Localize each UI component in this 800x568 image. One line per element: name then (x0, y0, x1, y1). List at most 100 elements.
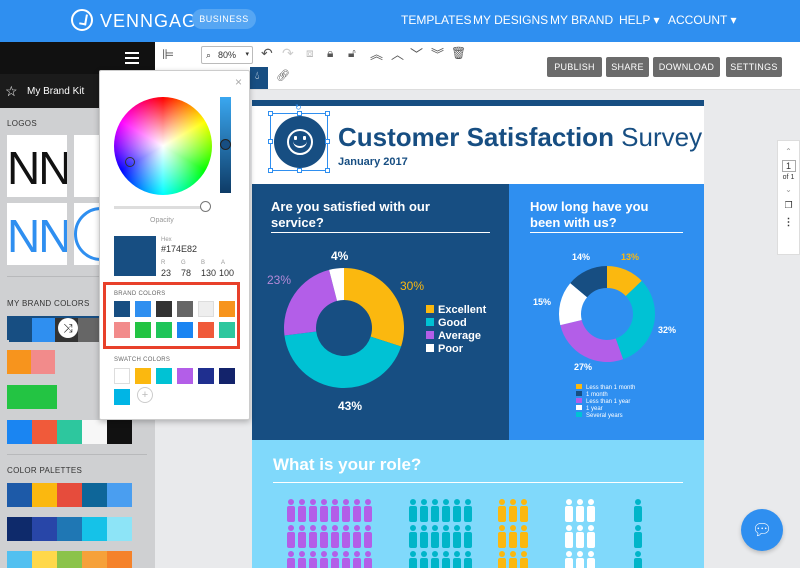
more-options-icon[interactable]: ⋮ (783, 217, 794, 228)
question-role[interactable]: What is your role? (273, 455, 422, 474)
swatch-color[interactable] (135, 368, 151, 384)
logo-tile-2[interactable] (74, 135, 100, 197)
add-swatch-button[interactable]: + (137, 387, 153, 403)
document-date[interactable]: January 2017 (338, 156, 408, 168)
palette-row[interactable] (7, 483, 132, 507)
brand-color-swatch[interactable] (114, 301, 130, 317)
resize-handle[interactable] (297, 168, 302, 173)
tenure-panel[interactable] (509, 184, 704, 440)
link-icon[interactable]: 🔗︎ (276, 70, 290, 82)
opacity-knob[interactable] (200, 201, 211, 212)
resize-handle[interactable] (268, 111, 273, 116)
resize-handle[interactable] (268, 168, 273, 173)
send-backward-icon[interactable]: ﹀ (410, 47, 424, 62)
settings-button[interactable]: SETTINGS (726, 57, 782, 77)
send-to-back-icon[interactable]: ︾ (431, 47, 445, 62)
trash-icon[interactable]: 🗑︎ (451, 46, 467, 60)
unlock-icon[interactable]: 🔓︎ (348, 46, 356, 60)
nav-help[interactable]: HELP ▾ (619, 13, 660, 27)
smiley-icon[interactable] (274, 116, 326, 168)
palette-row[interactable] (7, 551, 132, 568)
palette-row[interactable] (7, 517, 132, 541)
resize-handle[interactable] (297, 111, 302, 116)
nav-my-designs[interactable]: MY DESIGNS (473, 13, 549, 27)
donut-slice-1-year[interactable] (559, 283, 588, 326)
selection-box[interactable] (270, 113, 328, 171)
menu-icon[interactable] (125, 52, 139, 64)
lock-icon[interactable]: 🔒︎ (327, 46, 334, 60)
brand-color-swatch[interactable] (135, 301, 151, 317)
swatch-color[interactable] (219, 368, 235, 384)
b-input[interactable]: 130 (201, 268, 217, 278)
shuffle-icon[interactable]: ⤨ (58, 318, 78, 338)
brand-color-swatch[interactable] (177, 322, 193, 338)
redo-icon[interactable]: ↷ (282, 45, 294, 61)
document-title[interactable]: Customer Satisfaction Survey (338, 122, 703, 152)
donut-slice-1-month[interactable] (570, 266, 607, 298)
brand-color-row[interactable] (7, 420, 132, 444)
question-satisfied[interactable]: Are you satisfied with our service? (271, 199, 430, 230)
g-input[interactable]: 78 (181, 268, 192, 278)
group-icon[interactable]: ⧈ (306, 46, 314, 60)
chevron-down-icon[interactable]: ⌄ (785, 185, 792, 194)
undo-icon[interactable]: ↶ (261, 45, 273, 61)
hex-input[interactable]: #174E82 (161, 244, 198, 254)
bring-to-front-icon[interactable]: ︽ (370, 47, 384, 62)
nav-account[interactable]: ACCOUNT ▾ (668, 13, 737, 27)
nav-my-brand[interactable]: MY BRAND (550, 13, 614, 27)
donut-slice-several-years[interactable] (615, 280, 655, 360)
chevron-up-icon[interactable]: ⌃ (785, 147, 792, 156)
brand-color-swatch[interactable] (156, 322, 172, 338)
donut-slice-less-than-1-month[interactable] (607, 266, 642, 297)
donut-slice-excellent[interactable] (344, 268, 404, 347)
share-button[interactable]: SHARE (606, 57, 649, 77)
resize-handle[interactable] (325, 139, 330, 144)
fill-color-button[interactable]: 💧︎ (250, 67, 268, 89)
brand-color-swatch[interactable] (177, 301, 193, 317)
align-icon[interactable]: ⊫ (162, 46, 175, 62)
question-tenure[interactable]: How long have you been with us? (530, 199, 649, 230)
publish-button[interactable]: PUBLISH (547, 57, 602, 77)
donut-slice-less-than-1-year[interactable] (560, 320, 624, 362)
satisfaction-donut-chart[interactable] (282, 266, 406, 390)
brand-name[interactable]: VENNGAGE (100, 11, 211, 31)
color-wheel[interactable] (114, 97, 212, 195)
bring-forward-icon[interactable]: ︿ (391, 47, 405, 62)
opacity-slider[interactable] (114, 206, 206, 209)
brand-color-row[interactable] (7, 350, 55, 374)
resize-handle[interactable] (325, 168, 330, 173)
donut-slice-poor[interactable] (329, 268, 344, 301)
people-icons[interactable] (252, 498, 704, 568)
donut-slice-average[interactable] (284, 269, 338, 336)
tenure-donut-chart[interactable] (557, 264, 657, 364)
brand-color-row[interactable] (7, 385, 57, 409)
brightness-knob[interactable] (220, 139, 231, 150)
logo-tile-circle[interactable] (74, 203, 100, 265)
download-button[interactable]: DOWNLOAD (653, 57, 720, 77)
brand-color-swatch[interactable] (156, 301, 172, 317)
brand-color-row-selected[interactable] (7, 316, 101, 342)
zoom-select[interactable]: ⌕ 80% ▾ (201, 46, 253, 64)
logo-tile-blue[interactable]: NN (7, 203, 67, 265)
brand-color-swatch[interactable] (135, 322, 151, 338)
brand-color-swatch[interactable] (198, 301, 214, 317)
swatch-color[interactable] (114, 389, 130, 405)
a-input[interactable]: 100 (219, 268, 235, 278)
swatch-color[interactable] (156, 368, 172, 384)
r-input[interactable]: 23 (161, 268, 172, 278)
nav-templates[interactable]: TEMPLATES (401, 13, 472, 27)
venngage-logo-icon[interactable] (71, 9, 93, 31)
swatch-color[interactable] (177, 368, 193, 384)
brand-color-swatch[interactable] (198, 322, 214, 338)
color-wheel-knob[interactable] (125, 157, 135, 167)
duplicate-page-icon[interactable]: ❐ (784, 200, 793, 210)
brand-color-swatch[interactable] (219, 301, 235, 317)
page-number-input[interactable]: 1 (781, 160, 796, 172)
donut-slice-good[interactable] (284, 331, 402, 388)
swatch-color[interactable] (198, 368, 214, 384)
rotate-handle-icon[interactable]: ↻ (295, 103, 302, 112)
swatch-color[interactable] (114, 368, 130, 384)
resize-handle[interactable] (268, 139, 273, 144)
logo-tile-black[interactable]: NN (7, 135, 67, 197)
close-icon[interactable]: × (234, 75, 242, 89)
